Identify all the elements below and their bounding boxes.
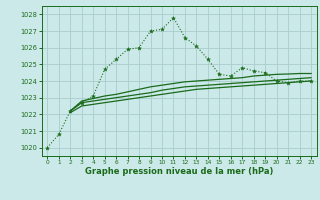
X-axis label: Graphe pression niveau de la mer (hPa): Graphe pression niveau de la mer (hPa) [85, 167, 273, 176]
